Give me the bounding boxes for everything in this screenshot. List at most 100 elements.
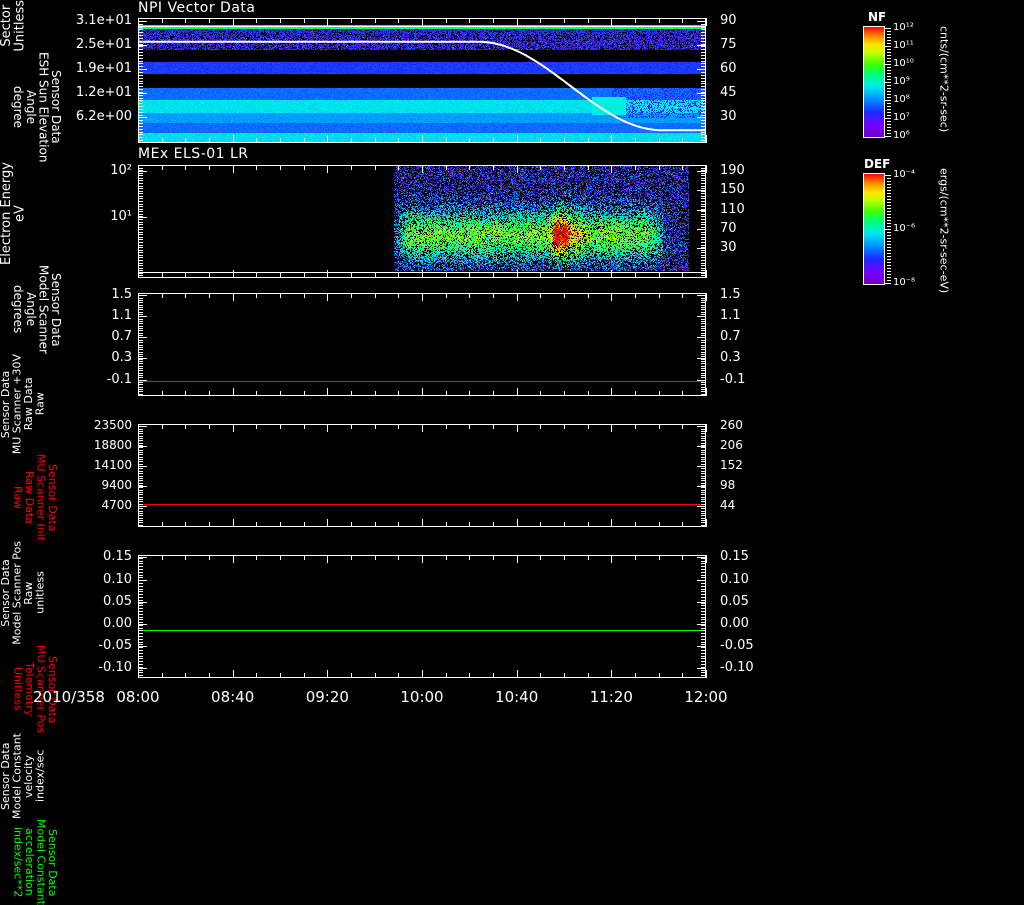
colorbar-minor-tick xyxy=(887,205,891,206)
panel5-minor-tick-right xyxy=(701,650,706,651)
panel3-minor-tick-left xyxy=(138,347,143,348)
panel3-minor-tick-left xyxy=(138,370,143,371)
panel5-ytick-mark-right xyxy=(697,602,706,603)
panel5-ytick-mark-left xyxy=(138,668,147,669)
panel4-ytick-left: 9400 xyxy=(101,478,132,493)
colorbar-minor-tick xyxy=(887,178,891,179)
panel3-minor-tick-left xyxy=(138,389,143,390)
panel5-ytick-right: 0.10 xyxy=(720,571,749,587)
colorbar-minor-tick xyxy=(887,70,891,71)
panel4-xtick-top xyxy=(469,424,470,429)
panel3-minor-tick-left xyxy=(138,319,143,320)
panel4-ytick-mark-left xyxy=(138,486,147,487)
panel1-minor-tick-left xyxy=(138,66,143,67)
colorbar-minor-tick xyxy=(887,193,891,194)
panel5-ytick-mark-right xyxy=(697,624,706,625)
panel3-xtick-top xyxy=(422,293,423,301)
panel5-ytick-right: 0.15 xyxy=(720,549,749,565)
panel-npi-vector-data xyxy=(138,18,706,143)
panel2-minor-tick-right xyxy=(701,239,706,240)
panel2-ytick-right: 190 xyxy=(720,163,745,179)
panel1-minor-tick-right xyxy=(701,24,706,25)
panel5-minor-tick-right xyxy=(701,672,706,673)
panel1-xtick-bottom xyxy=(446,138,447,143)
panel5-minor-tick-right xyxy=(701,583,706,584)
panel2-xtick-bottom xyxy=(517,270,518,278)
panel1-xtick-top xyxy=(209,18,210,23)
panel3-minor-tick-right xyxy=(701,361,706,362)
panel2-ytick-right: 70 xyxy=(720,220,737,236)
panel1-minor-tick-right xyxy=(701,100,706,101)
panel1-minor-tick-left xyxy=(138,137,143,138)
panel5-xtick-bottom xyxy=(517,670,518,678)
panel1-minor-tick-left xyxy=(138,117,143,118)
panel5-minor-tick-left xyxy=(138,586,143,587)
panel4-minor-tick-left xyxy=(138,501,143,502)
panel3-minor-tick-left xyxy=(138,314,143,315)
colorbar-minor-tick xyxy=(887,127,891,128)
panel2-ytick-mark-right xyxy=(697,210,706,211)
panel1-minor-tick-right xyxy=(701,109,706,110)
panel3-xtick-top xyxy=(375,293,376,298)
panel2-xtick-top xyxy=(280,165,281,170)
panel1-minor-tick-left xyxy=(138,112,143,113)
panel3-minor-tick-right xyxy=(701,363,706,364)
panel3-minor-tick-right xyxy=(701,384,706,385)
panel3-minor-tick-left xyxy=(138,302,143,303)
panel1-minor-tick-right xyxy=(701,120,706,121)
panel5-minor-tick-left xyxy=(138,630,143,631)
panel3-ytick-right: 0.3 xyxy=(720,350,741,366)
panel2-minor-tick-left xyxy=(138,229,143,230)
panel2-xtick-top xyxy=(256,165,257,170)
panel1-xtick-bottom xyxy=(280,138,281,143)
panel3-xtick-top xyxy=(351,293,352,298)
panel5-minor-tick-right xyxy=(701,644,706,645)
panel1-xtick-bottom xyxy=(304,138,305,143)
panel5-xtick-top xyxy=(422,555,423,563)
panel5-minor-tick-left xyxy=(138,558,143,559)
panel1-xtick-top xyxy=(162,18,163,23)
colorbar-minor-tick xyxy=(887,244,891,245)
panel5-minor-tick-right xyxy=(701,591,706,592)
panel2-minor-tick-left xyxy=(138,168,143,169)
panel2-minor-tick-left xyxy=(138,186,143,187)
panel4-ytick-mark-right xyxy=(697,446,706,447)
panel1-xtick-top xyxy=(540,18,541,23)
colorbar-minor-tick xyxy=(887,49,891,50)
colorbar-minor-tick xyxy=(887,187,891,188)
panel4-xtick-top xyxy=(659,424,660,429)
panel4-minor-tick-right xyxy=(701,522,706,523)
panel5-xtick-bottom xyxy=(422,670,423,678)
panel4-minor-tick-right xyxy=(701,480,706,481)
panel5-xtick-bottom xyxy=(588,673,589,678)
panel1-minor-tick-left xyxy=(138,115,143,116)
panel1-minor-tick-right xyxy=(701,27,706,28)
panel4-minor-tick-right xyxy=(701,513,706,514)
panel4-minor-tick-left xyxy=(138,506,143,507)
colorbar-minor-tick xyxy=(887,130,891,131)
panel2-xtick-top xyxy=(611,165,612,173)
panel5-minor-tick-right xyxy=(701,633,706,634)
panel2-xtick-bottom xyxy=(706,270,707,278)
colorbar-minor-tick xyxy=(887,34,891,35)
panel5-minor-tick-right xyxy=(701,597,706,598)
panel1-minor-tick-right xyxy=(701,49,706,50)
panel5-xtick-top xyxy=(138,555,139,563)
panel4-xtick-bottom xyxy=(185,522,186,527)
panel4-minor-tick-left xyxy=(138,464,143,465)
colorbar-minor-tick xyxy=(887,184,891,185)
panel5-minor-tick-right xyxy=(701,600,706,601)
panel5-minor-tick-left xyxy=(138,589,143,590)
panel3-minor-tick-right xyxy=(701,319,706,320)
colorbar-minor-tick xyxy=(887,202,891,203)
panel3-minor-tick-left xyxy=(138,326,143,327)
panel3-xtick-top xyxy=(540,293,541,298)
panel2-ytick-right: 150 xyxy=(720,182,745,198)
panel5-minor-tick-left xyxy=(138,611,143,612)
panel5-xtick-top xyxy=(682,555,683,560)
colorbar-minor-tick xyxy=(887,82,891,83)
panel4-xtick-bottom xyxy=(280,522,281,527)
panel2-xtick-bottom xyxy=(327,270,328,278)
panel2-xtick-bottom xyxy=(209,273,210,278)
panel3-minor-tick-right xyxy=(701,382,706,383)
